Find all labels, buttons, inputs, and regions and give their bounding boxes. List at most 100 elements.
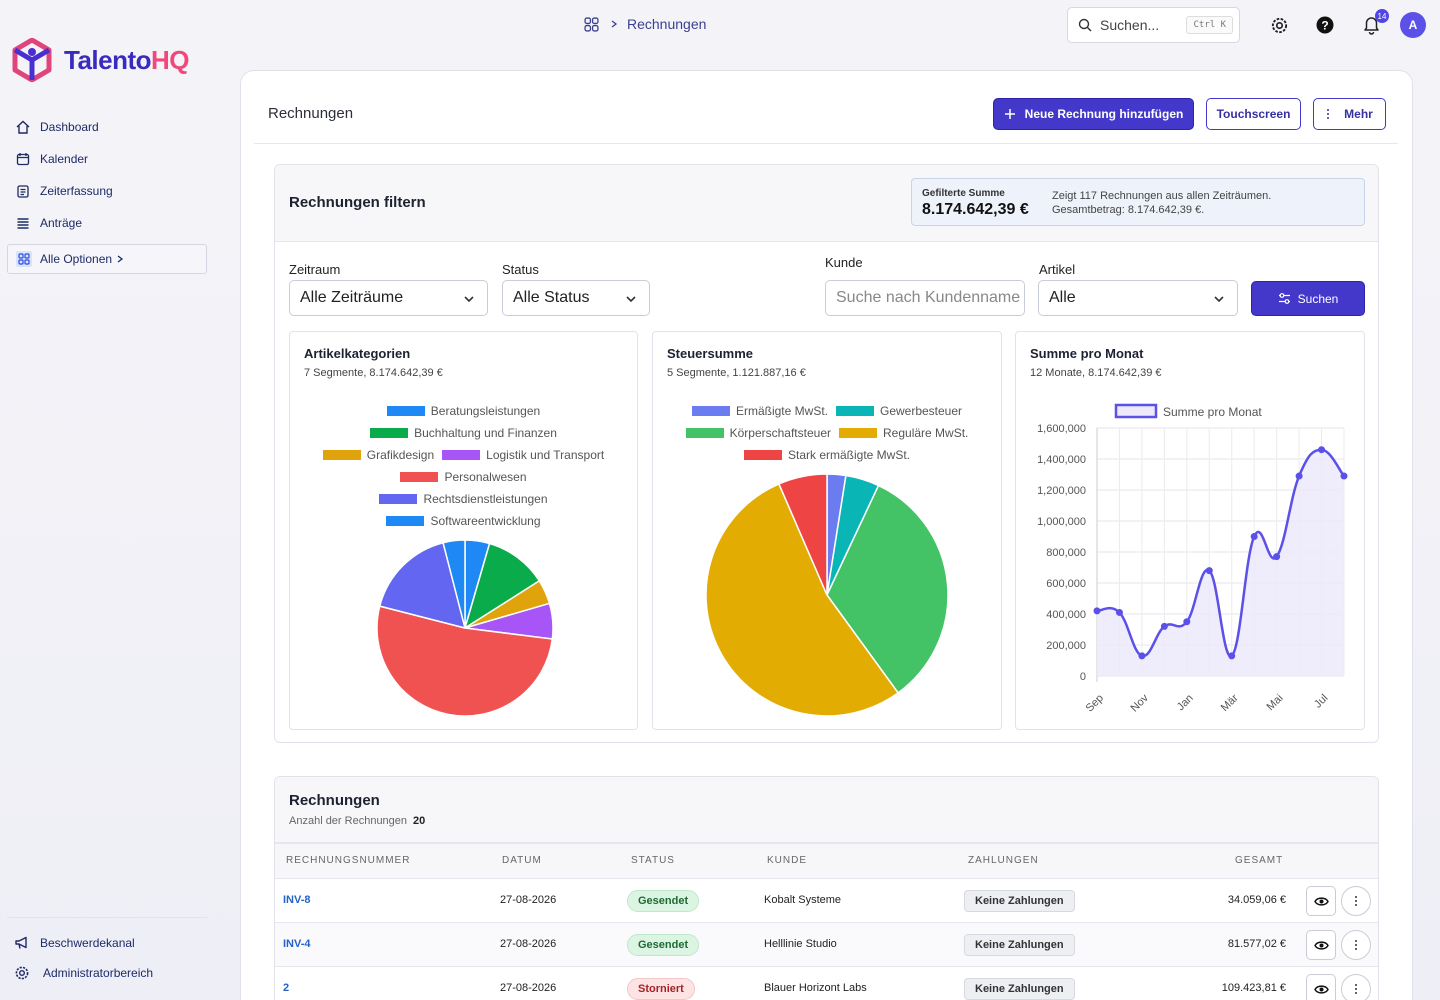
sidebar-item-kalender[interactable]: Kalender <box>16 143 216 175</box>
data-point[interactable] <box>1093 607 1101 615</box>
pie-slice-stark-ermä-igte-mwst-[interactable] <box>777 473 828 596</box>
breadcrumb: Rechnungen <box>584 16 706 32</box>
legend-item[interactable]: Stark ermäßigte MwSt. <box>743 448 910 462</box>
app-logo[interactable]: TalentoHQ <box>12 38 190 82</box>
pie-slice-personalwesen[interactable] <box>376 605 554 717</box>
settings-icon[interactable] <box>1270 16 1289 35</box>
data-point[interactable] <box>1228 652 1236 660</box>
legend-item[interactable]: Reguläre MwSt. <box>839 426 968 440</box>
new-invoice-label: Neue Rechnung hinzufügen <box>1024 107 1184 121</box>
all-options-button[interactable]: Alle Optionen <box>7 244 207 274</box>
search-shortcut: Ctrl K <box>1186 16 1233 34</box>
legend-label[interactable]: Summe pro Monat <box>1163 405 1262 419</box>
legend-item[interactable]: Personalwesen <box>400 470 527 484</box>
grid-icon[interactable] <box>584 16 599 32</box>
view-button[interactable] <box>1306 974 1336 1000</box>
invoice-number[interactable]: INV-8 <box>283 894 311 906</box>
pie-slice-reguläre-mwst-[interactable] <box>705 482 900 717</box>
breadcrumb-current[interactable]: Rechnungen <box>627 16 707 32</box>
y-tick-label: 200,000 <box>1046 640 1086 652</box>
invoice-number[interactable]: 2 <box>283 982 290 994</box>
sum-desc-line2: Gesamtbetrag: 8.174.642,39 €. <box>1052 204 1205 216</box>
more-button[interactable]: Mehr <box>1313 98 1386 130</box>
bell-icon[interactable] <box>1362 15 1381 35</box>
data-point[interactable] <box>1273 553 1281 561</box>
chart-legend: Beratungsleistungen Buchhaltung und Finan… <box>290 400 637 532</box>
global-search[interactable]: Suchen... Ctrl K <box>1067 7 1240 43</box>
row-menu-button[interactable] <box>1341 930 1371 960</box>
data-point[interactable] <box>1295 472 1303 480</box>
page-title: Rechnungen <box>268 105 354 122</box>
column-header[interactable]: DATUM <box>502 855 542 866</box>
sidebar-item-label: Zeiterfassung <box>40 184 113 198</box>
touchscreen-button[interactable]: Touchscreen <box>1206 98 1301 130</box>
table-row[interactable]: 2 27-08-2026 Storniert Blauer Horizont Labs… <box>275 966 1378 1000</box>
legend-item[interactable]: Rechtsdienstleistungen <box>379 492 548 506</box>
table-count: Anzahl der Rechnungen 20 <box>289 815 425 827</box>
column-header[interactable]: KUNDE <box>767 855 808 866</box>
invoice-number[interactable]: INV-4 <box>283 938 311 950</box>
sidebar-item-antraege[interactable]: Anträge <box>16 207 216 239</box>
data-point[interactable] <box>1115 608 1123 616</box>
row-menu-button[interactable] <box>1341 974 1371 1000</box>
legend-label: Buchhaltung und Finanzen <box>414 426 557 440</box>
column-header[interactable]: GESAMT <box>1235 855 1284 866</box>
view-button[interactable] <box>1306 886 1336 916</box>
data-point[interactable] <box>1340 472 1348 480</box>
data-point[interactable] <box>1183 618 1191 626</box>
status-value: Alle Status <box>513 289 590 306</box>
sidebar-divider <box>7 917 207 918</box>
kunde-search-input[interactable]: Suche nach Kundenname <box>825 280 1025 316</box>
legend-item[interactable]: Körperschaftsteuer <box>685 426 831 440</box>
column-header[interactable]: ZAHLUNGEN <box>968 855 1039 866</box>
y-tick-label: 1,400,000 <box>1037 454 1086 466</box>
data-point[interactable] <box>1205 567 1213 575</box>
more-vertical-icon <box>1355 896 1357 906</box>
data-point[interactable] <box>1160 622 1168 630</box>
new-invoice-button[interactable]: Neue Rechnung hinzufügen <box>993 98 1194 130</box>
search-icon <box>1078 18 1092 32</box>
legend-row: Buchhaltung und Finanzen <box>290 422 637 444</box>
help-icon[interactable]: ? <box>1316 16 1334 34</box>
table-row[interactable]: INV-4 27-08-2026 Gesendet Helllinie Studio K… <box>275 922 1378 966</box>
table-row[interactable]: INV-8 27-08-2026 Gesendet Kobalt Systeme Kei… <box>275 878 1378 922</box>
pie-slice-buchhaltung-und-finanzen[interactable] <box>463 542 541 630</box>
data-point[interactable] <box>1250 533 1258 540</box>
notification-badge: 14 <box>1375 9 1389 23</box>
view-button[interactable] <box>1306 930 1336 960</box>
legend-item[interactable]: Logistik und Transport <box>442 448 604 462</box>
zeitraum-label: Zeitraum <box>289 262 341 277</box>
pie-slice-körperschaftsteuer[interactable] <box>826 484 949 694</box>
pie-slice-softwareentwicklung[interactable] <box>442 539 466 629</box>
sidebar-item-dashboard[interactable]: Dashboard <box>16 111 216 143</box>
artikel-select[interactable]: Alle <box>1038 280 1238 316</box>
data-point[interactable] <box>1138 652 1146 660</box>
legend-item[interactable]: Beratungsleistungen <box>386 404 540 418</box>
legend-item[interactable]: Buchhaltung und Finanzen <box>370 426 557 440</box>
payments-badge: Keine Zahlungen <box>964 978 1075 1000</box>
sidebar-item-beschwerdekanal[interactable]: Beschwerdekanal <box>14 935 135 951</box>
legend-swatch <box>400 472 439 482</box>
status-select[interactable]: Alle Status <box>502 280 650 316</box>
home-icon <box>16 120 30 134</box>
status-badge: Storniert <box>627 978 695 1000</box>
y-tick-label: 1,200,000 <box>1037 485 1086 497</box>
sidebar-item-label: Beschwerdekanal <box>40 936 135 950</box>
filter-search-button[interactable]: Suchen <box>1251 281 1365 316</box>
column-header[interactable]: STATUS <box>631 855 675 866</box>
filtered-sum-value: 8.174.642,39 € <box>922 201 1029 218</box>
avatar[interactable]: A <box>1400 12 1426 38</box>
legend-item[interactable]: Gewerbesteuer <box>835 404 962 418</box>
legend-item[interactable]: Ermäßigte MwSt. <box>691 404 828 418</box>
column-header[interactable]: RECHNUNGSNUMMER <box>286 855 411 866</box>
zeitraum-select[interactable]: Alle Zeiträume <box>289 280 488 316</box>
legend-row: Körperschaftsteuer Reguläre MwSt. <box>653 422 1001 444</box>
data-point[interactable] <box>1318 446 1326 454</box>
sidebar-item-administratorbereich[interactable]: Administratorbereich <box>14 965 153 981</box>
sidebar-item-zeiterfassung[interactable]: Zeiterfassung <box>16 175 216 207</box>
legend-item[interactable]: Grafikdesign <box>322 448 434 462</box>
row-menu-button[interactable] <box>1341 886 1371 916</box>
legend-label: Softwareentwicklung <box>430 514 541 528</box>
pie-slice-rechtsdienstleistungen[interactable] <box>378 541 467 630</box>
legend-item[interactable]: Softwareentwicklung <box>386 514 541 528</box>
